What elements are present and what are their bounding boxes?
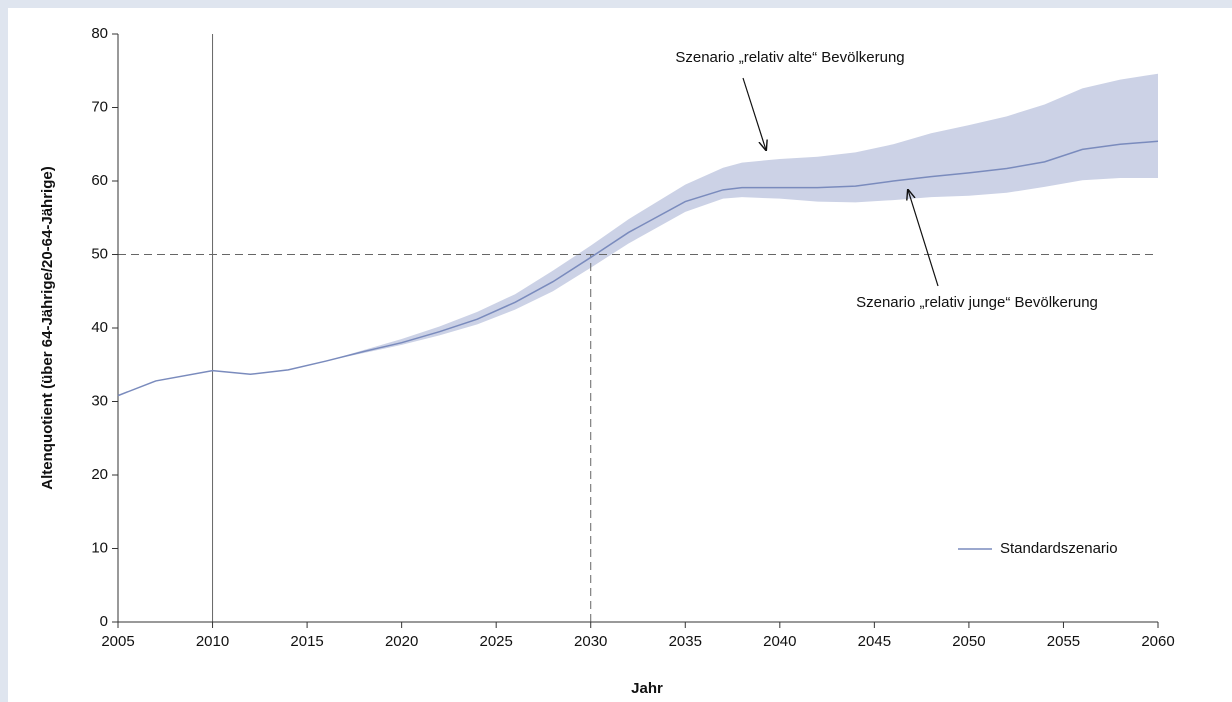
x-tick-label: 2025 bbox=[479, 633, 512, 650]
y-tick-label: 60 bbox=[91, 172, 108, 189]
x-tick-label: 2030 bbox=[574, 633, 607, 650]
x-tick-label: 2045 bbox=[858, 633, 891, 650]
x-tick-label: 2060 bbox=[1141, 633, 1174, 650]
y-tick-label: 10 bbox=[91, 539, 108, 556]
x-tick-label: 2010 bbox=[196, 633, 229, 650]
annotation: Szenario „relativ junge“ Bevölkerung bbox=[856, 294, 1098, 311]
scenario-band bbox=[118, 73, 1158, 396]
x-tick-label: 2035 bbox=[669, 633, 702, 650]
annotation-arrow bbox=[742, 77, 766, 150]
x-tick-label: 2015 bbox=[290, 633, 323, 650]
legend-label: Standardszenario bbox=[1000, 540, 1118, 557]
y-tick-label: 40 bbox=[91, 319, 108, 336]
y-tick-label: 0 bbox=[100, 613, 108, 630]
y-tick-label: 30 bbox=[91, 392, 108, 409]
y-axis-title: Altenquotient (über 64-Jährige/20-64-Jäh… bbox=[39, 166, 56, 489]
x-tick-label: 2050 bbox=[952, 633, 985, 650]
x-tick-label: 2005 bbox=[101, 633, 134, 650]
series-line bbox=[117, 140, 1159, 397]
y-tick-label: 70 bbox=[91, 98, 108, 115]
y-tick-label: 80 bbox=[91, 25, 108, 42]
annotation: Szenario „relativ alte“ Bevölkerung bbox=[675, 49, 904, 66]
chart: Jahr Altenquotient (über 64-Jährige/20-6… bbox=[8, 8, 1232, 702]
y-tick-label: 50 bbox=[91, 245, 108, 262]
y-tick-label: 20 bbox=[91, 466, 108, 483]
x-tick-label: 2040 bbox=[763, 633, 796, 650]
annotation-arrow bbox=[908, 190, 939, 287]
x-tick-label: 2055 bbox=[1047, 633, 1080, 650]
x-tick-label: 2020 bbox=[385, 633, 418, 650]
x-axis-title: Jahr bbox=[631, 680, 663, 697]
